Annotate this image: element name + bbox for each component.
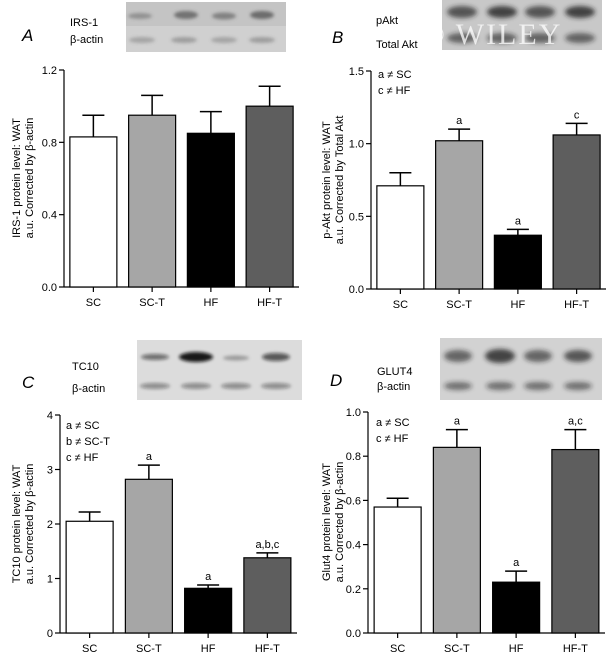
significance-label-b-2: a (515, 215, 522, 227)
y-tick-label-d: 0.4 (346, 540, 361, 552)
legend-text-c-2: c ≠ HF (66, 452, 99, 464)
legend-text-c-0: a ≠ SC (66, 420, 100, 432)
legend-text-b-0: a ≠ SC (378, 69, 412, 81)
y-tick-label-c: 0 (47, 628, 53, 640)
category-label-c-0: SC (82, 643, 97, 655)
y-tick-label-c: 2 (47, 519, 53, 531)
significance-label-d-2: a (513, 557, 520, 569)
category-label-a-0: SC (86, 297, 101, 309)
category-label-a-2: HF (204, 297, 219, 309)
y-tick-label-b: 1.0 (349, 139, 364, 151)
y-tick-label-a: 0.0 (42, 282, 57, 294)
y-tick-label-a: 0.8 (42, 137, 57, 149)
blot-image-b (442, 0, 602, 50)
y-tick-label-a: 0.4 (42, 210, 57, 222)
y-axis-title-a-0: IRS-1 protein level: WAT (11, 118, 23, 238)
bar-a-1 (128, 114, 177, 288)
significance-label-c-3: a,b,c (255, 539, 279, 551)
y-tick-label-c: 3 (47, 465, 53, 477)
bar-d-2 (492, 581, 541, 634)
category-label-c-2: HF (201, 643, 216, 655)
blot-image-d (440, 338, 602, 400)
bar-b-3 (552, 134, 601, 290)
category-label-b-1: SC-T (446, 299, 472, 311)
category-label-d-3: HF-T (563, 643, 588, 655)
y-tick-label-d: 0.8 (346, 451, 361, 463)
chart-panel-c: 0 1 2 3 4 SC SC-T a HF a HF-T a,b,c a ≠ SC b ≠ SC-T c … (11, 410, 297, 655)
bar-a-2 (186, 132, 235, 288)
y-axis-title-d-0: Glut4 protein level: WAT (321, 463, 333, 581)
legend-text-c-1: b ≠ SC-T (66, 436, 110, 448)
significance-label-d-1: a (454, 416, 461, 428)
category-label-c-1: SC-T (136, 643, 162, 655)
significance-label-d-3: a,c (568, 416, 583, 428)
y-axis-title-b-1: a.u. Corrected by Total Akt (334, 116, 346, 245)
y-tick-label-d: 0.0 (346, 628, 361, 640)
panel-letter-c: C (22, 373, 35, 392)
y-axis-title-c-1: a.u. Corrected by β-actin (24, 464, 36, 585)
chart-panel-d: 0.0 0.2 0.4 0.6 0.8 1.0 SC SC-T a HF a HF-T a,c a ≠ S… (321, 407, 605, 655)
y-axis-title-d-1: a.u. Corrected by β-actin (334, 462, 346, 583)
panel-letter-d: D (330, 371, 342, 390)
blot-label-b-target: pAkt (376, 15, 398, 27)
blot-label-d-target: GLUT4 (377, 366, 412, 378)
category-label-b-2: HF (511, 299, 526, 311)
blot-image-c (137, 340, 302, 400)
y-tick-label-d: 1.0 (346, 407, 361, 419)
bar-b-1 (435, 140, 484, 290)
bar-c-2 (184, 587, 233, 634)
legend-text-b-1: c ≠ HF (378, 85, 411, 97)
y-tick-label-d: 0.6 (346, 495, 361, 507)
legend-text-d-0: a ≠ SC (376, 417, 410, 429)
blot-image-a (126, 2, 286, 52)
y-tick-label-c: 4 (47, 410, 53, 422)
bar-a-0 (69, 136, 118, 288)
blot-label-c-target: TC10 (72, 361, 99, 373)
blot-label-c-control: β-actin (72, 383, 105, 395)
chart-panel-a: 0.0 0.4 0.8 1.2 SC SC-T HF HF-T IRS-1 protein le… (11, 65, 299, 309)
bar-b-2 (493, 234, 542, 290)
category-label-d-2: HF (509, 643, 524, 655)
category-label-b-3: HF-T (564, 299, 589, 311)
significance-label-c-2: a (205, 571, 212, 583)
significance-label-c-1: a (146, 451, 153, 463)
legend-text-d-1: c ≠ HF (376, 433, 409, 445)
bar-d-3 (551, 448, 600, 634)
category-label-d-0: SC (390, 643, 405, 655)
chart-panel-b: 0.0 0.5 1.0 1.5 SC SC-T a HF a HF-T c a ≠ SC c ≠ HF p… (321, 66, 606, 311)
bar-d-0 (373, 506, 422, 634)
watermark-text: © WILEY (422, 18, 562, 51)
category-label-b-0: SC (393, 299, 408, 311)
category-label-a-1: SC-T (139, 297, 165, 309)
y-tick-label-b: 0.5 (349, 211, 364, 223)
y-axis-title-c-0: TC10 protein level: WAT (11, 464, 23, 583)
bar-a-3 (245, 105, 294, 288)
y-tick-label-d: 0.2 (346, 584, 361, 596)
category-label-a-3: HF-T (257, 297, 282, 309)
significance-label-b-3: c (574, 109, 580, 121)
blot-label-a-control: β-actin (70, 34, 103, 46)
bar-c-3 (243, 557, 292, 634)
category-label-d-1: SC-T (444, 643, 470, 655)
blot-label-d-control: β-actin (377, 381, 410, 393)
y-tick-label-c: 1 (47, 574, 53, 586)
bar-d-1 (432, 446, 481, 634)
y-axis-title-a-1: a.u. Corrected by β-actin (24, 118, 36, 239)
category-label-c-3: HF-T (255, 643, 280, 655)
bar-b-0 (376, 185, 425, 290)
significance-label-b-1: a (456, 115, 463, 127)
y-axis-title-b-0: p-Akt protein level: WAT (321, 121, 333, 239)
blot-label-a-target: IRS-1 (70, 17, 98, 29)
panel-letter-b: B (332, 28, 343, 47)
blot-label-b-control: Total Akt (376, 39, 418, 51)
y-tick-label-b: 1.5 (349, 66, 364, 78)
panel-letter-a: A (21, 26, 33, 45)
bar-c-0 (65, 520, 114, 634)
y-tick-label-a: 1.2 (42, 65, 57, 77)
y-tick-label-b: 0.0 (349, 284, 364, 296)
bar-c-1 (124, 478, 173, 634)
